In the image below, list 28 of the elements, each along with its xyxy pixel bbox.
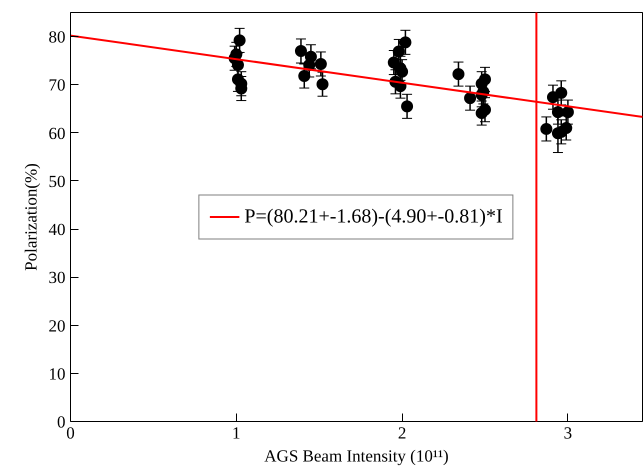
point (452, 68, 464, 80)
x-tick-label: 1 (232, 424, 241, 442)
point (555, 86, 568, 99)
point (399, 36, 412, 48)
point (294, 45, 307, 57)
point (562, 106, 574, 118)
point (401, 100, 414, 112)
point (234, 34, 246, 46)
y-tick-label: 60 (48, 124, 66, 143)
point (464, 92, 476, 104)
y-tick-label: 70 (48, 76, 66, 95)
y-tick-label: 40 (48, 220, 66, 240)
x-axis-title: AGS Beam Intensity (10¹¹) (264, 446, 449, 466)
y-tick-label: 80 (48, 28, 66, 47)
y-axis-title: Polarization(%) (22, 163, 40, 271)
point (552, 106, 564, 118)
x-tick-label: 2 (398, 424, 406, 442)
legend-label: P=(80.21+-1.68)-(4.90+-0.81)*I (244, 205, 503, 228)
y-tick-label: 20 (48, 316, 66, 336)
y-tick-label: 10 (48, 364, 66, 384)
y-tick-label: 30 (48, 268, 66, 288)
point (298, 70, 310, 82)
point (316, 78, 329, 90)
point (540, 122, 552, 135)
point (476, 107, 488, 120)
x-tick-label: 3 (564, 424, 572, 442)
point (314, 58, 327, 70)
y-tick-label: 50 (48, 172, 66, 191)
